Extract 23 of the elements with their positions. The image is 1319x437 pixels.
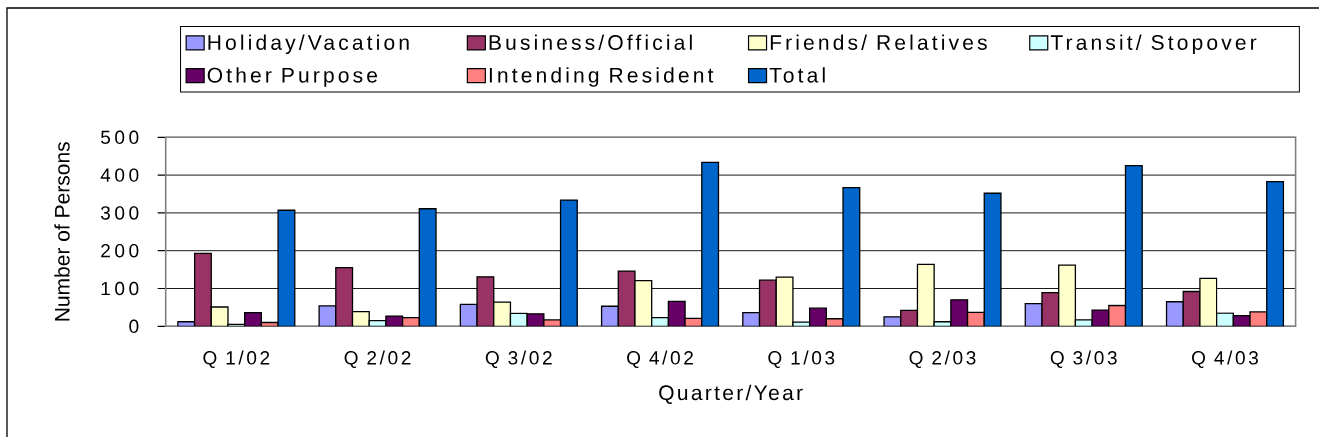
y-tick-label: 1 0 0 [101,281,139,296]
legend-label: Total [769,67,825,83]
legend-label: Holiday/Vacation [208,34,409,55]
x-tick-label: Q 4/02 [627,350,693,368]
y-tick-label: 0 [129,319,139,334]
x-tick-label: Q 2/02 [344,350,411,368]
x-tick-label: Q 3/03 [1050,350,1117,368]
legend-label: Transit/ Stopover [1050,34,1257,55]
x-tick-label: Q 3/02 [485,350,552,368]
y-axis-title: Number of Persons [54,142,70,321]
y-tick-label: 4 0 0 [100,168,139,182]
y-tick-label: 5 0 0 [101,130,139,145]
x-tick-label: Q 1/03 [768,350,835,368]
x-tick-label: Q 4/03 [1192,350,1258,368]
x-tick-label: Q 2/03 [909,350,976,368]
legend-label: Friends/ Relatives [770,34,987,50]
legend-label: Business/Official [489,34,692,50]
legend-label: Other Purpose [207,67,378,87]
y-tick-label: 2 0 0 [101,243,139,258]
x-tick-label: Q 1/02 [203,350,270,368]
y-tick-label: 3 0 0 [100,206,139,220]
x-axis-title: Quarter/Year [659,384,803,404]
legend-label: Intending Resident [489,67,714,87]
